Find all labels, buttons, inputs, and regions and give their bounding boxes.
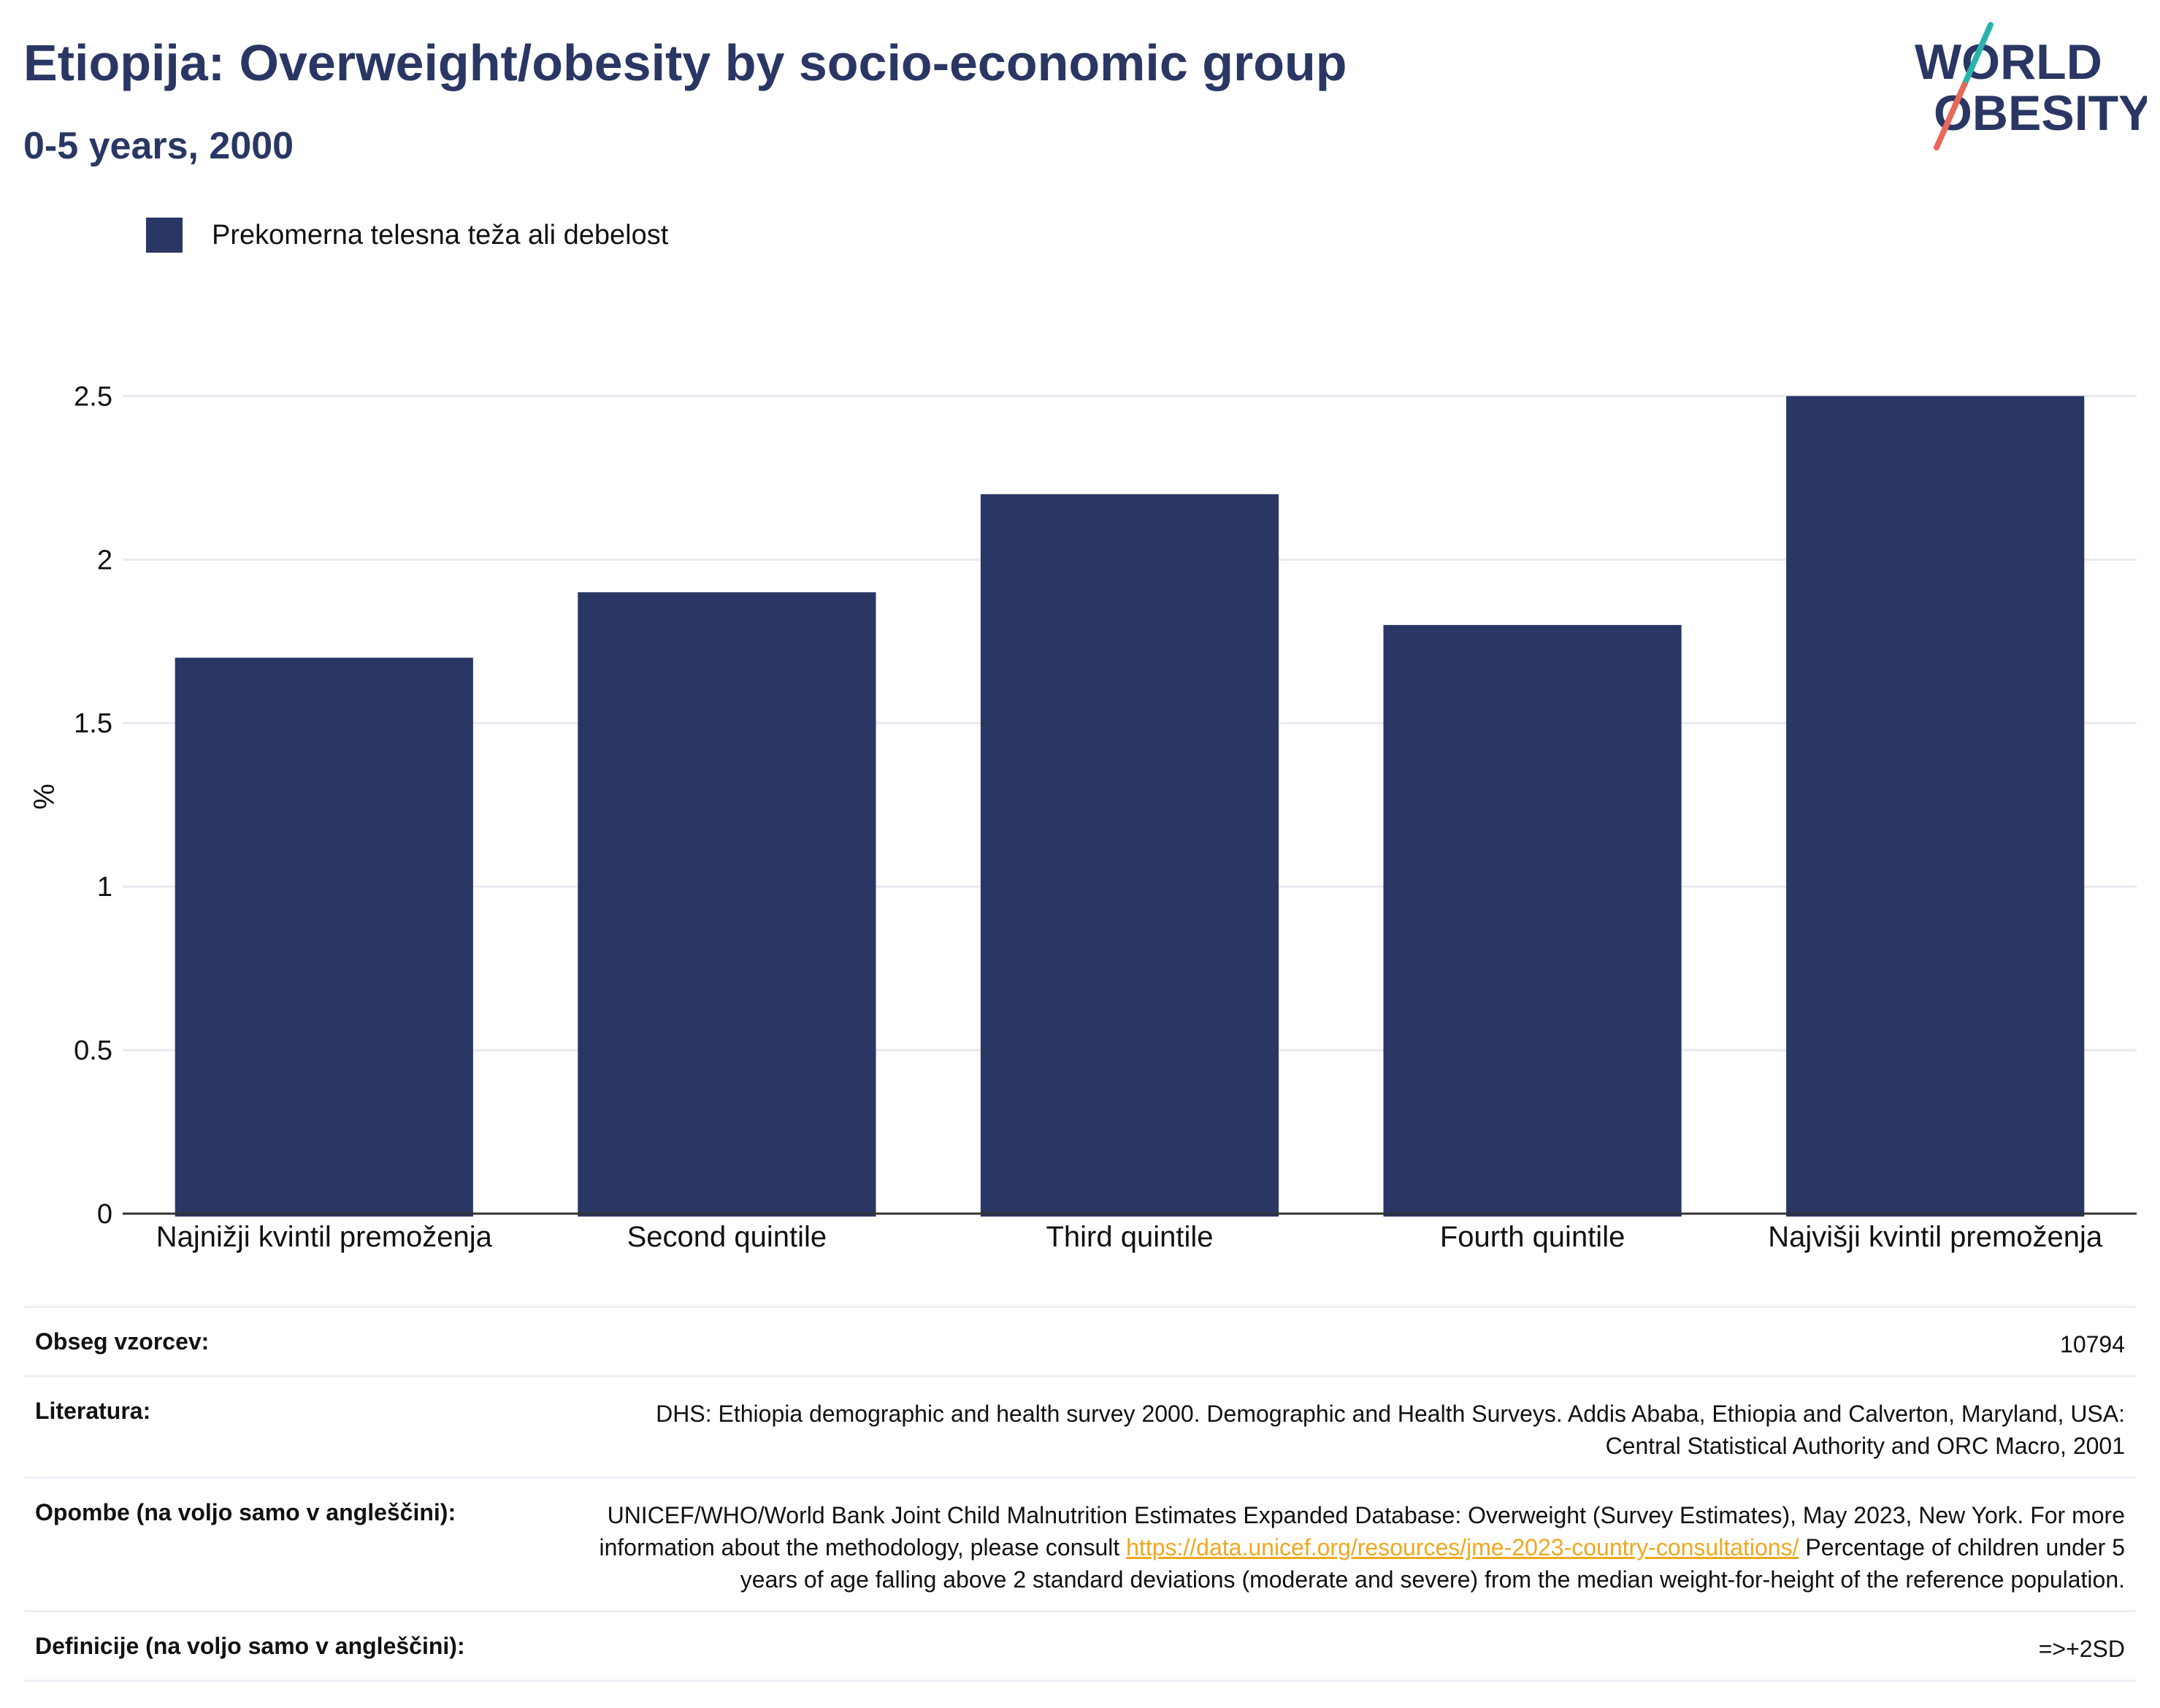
- note-value: UNICEF/WHO/World Bank Joint Child Malnut…: [577, 1499, 2125, 1596]
- logo-line-2: OBESITY: [1934, 85, 2147, 141]
- world-obesity-logo: WORLD OBESITY: [1915, 22, 2147, 150]
- legend: Prekomerna telesna teža ali debelost: [146, 218, 668, 253]
- logo-slash-teal: [1961, 22, 1994, 88]
- note-text: UNICEF/WHO/World Bank Joint Child Malnut…: [599, 1502, 2125, 1560]
- legend-label: Prekomerna telesna teža ali debelost: [212, 219, 669, 250]
- bar: [980, 494, 1279, 1217]
- note-label: Opombe (na voljo samo v angleščini):: [35, 1499, 456, 1525]
- note-value: =>+2SD: [2038, 1636, 2125, 1662]
- bar: [175, 657, 473, 1217]
- note-value: 10794: [2060, 1331, 2125, 1357]
- bar: [1383, 624, 1682, 1217]
- note-row-remarks: Opombe (na voljo samo v angleščini): UNI…: [23, 1477, 2137, 1610]
- note-row-literature: Literatura: DHS: Ethiopia demographic an…: [23, 1375, 2137, 1477]
- x-tick-label: Fourth quintile: [1440, 1221, 1625, 1253]
- note-text: Percentage of children under 5 years of …: [740, 1534, 2125, 1593]
- x-tick-label: Najnižji kvintil premoženja: [156, 1221, 493, 1253]
- methodology-link[interactable]: https://data.unicef.org/resources/jme-20…: [1126, 1534, 1799, 1560]
- logo-line-1: WORLD: [1915, 34, 2102, 90]
- note-label: Literatura:: [35, 1398, 151, 1424]
- legend-swatch: [146, 218, 183, 253]
- y-tick-label: 0.5: [74, 1035, 112, 1066]
- y-tick-label: 2.5: [74, 381, 112, 412]
- note-value: DHS: Ethiopia demographic and health sur…: [656, 1401, 2125, 1459]
- page-subtitle: 0-5 years, 2000: [23, 125, 294, 167]
- y-tick-label: 2: [97, 545, 112, 575]
- page-title: Etiopija: Overweight/obesity by socio-ec…: [23, 34, 1347, 91]
- note-row-sample-size: Obseg vzorcev: 10794: [23, 1306, 2137, 1375]
- y-tick-label: 1.5: [74, 708, 112, 739]
- x-tick-label: Najvišji kvintil premoženja: [1768, 1221, 2103, 1253]
- note-label: Definicije (na voljo samo v angleščini):: [35, 1633, 465, 1659]
- bar: [578, 592, 876, 1217]
- x-tick-label: Third quintile: [1046, 1221, 1213, 1253]
- y-tick-label: 0: [97, 1199, 112, 1230]
- y-axis-label: %: [28, 784, 61, 810]
- x-tick-label: Second quintile: [627, 1221, 827, 1253]
- logo-slash-red: [1934, 82, 1967, 150]
- note-label: Obseg vzorcev:: [35, 1328, 210, 1355]
- bar: [1786, 396, 2085, 1217]
- bar-chart: 0 0.5 1 1.5 2 2.5% Najnižji kvintil premoženja…: [28, 381, 2137, 1253]
- note-row-definitions: Definicije (na voljo samo v angleščini):…: [23, 1610, 2137, 1682]
- y-tick-label: 1: [97, 872, 112, 903]
- notes-table: Obseg vzorcev: 10794 Literatura: DHS: Et…: [23, 1306, 2137, 1682]
